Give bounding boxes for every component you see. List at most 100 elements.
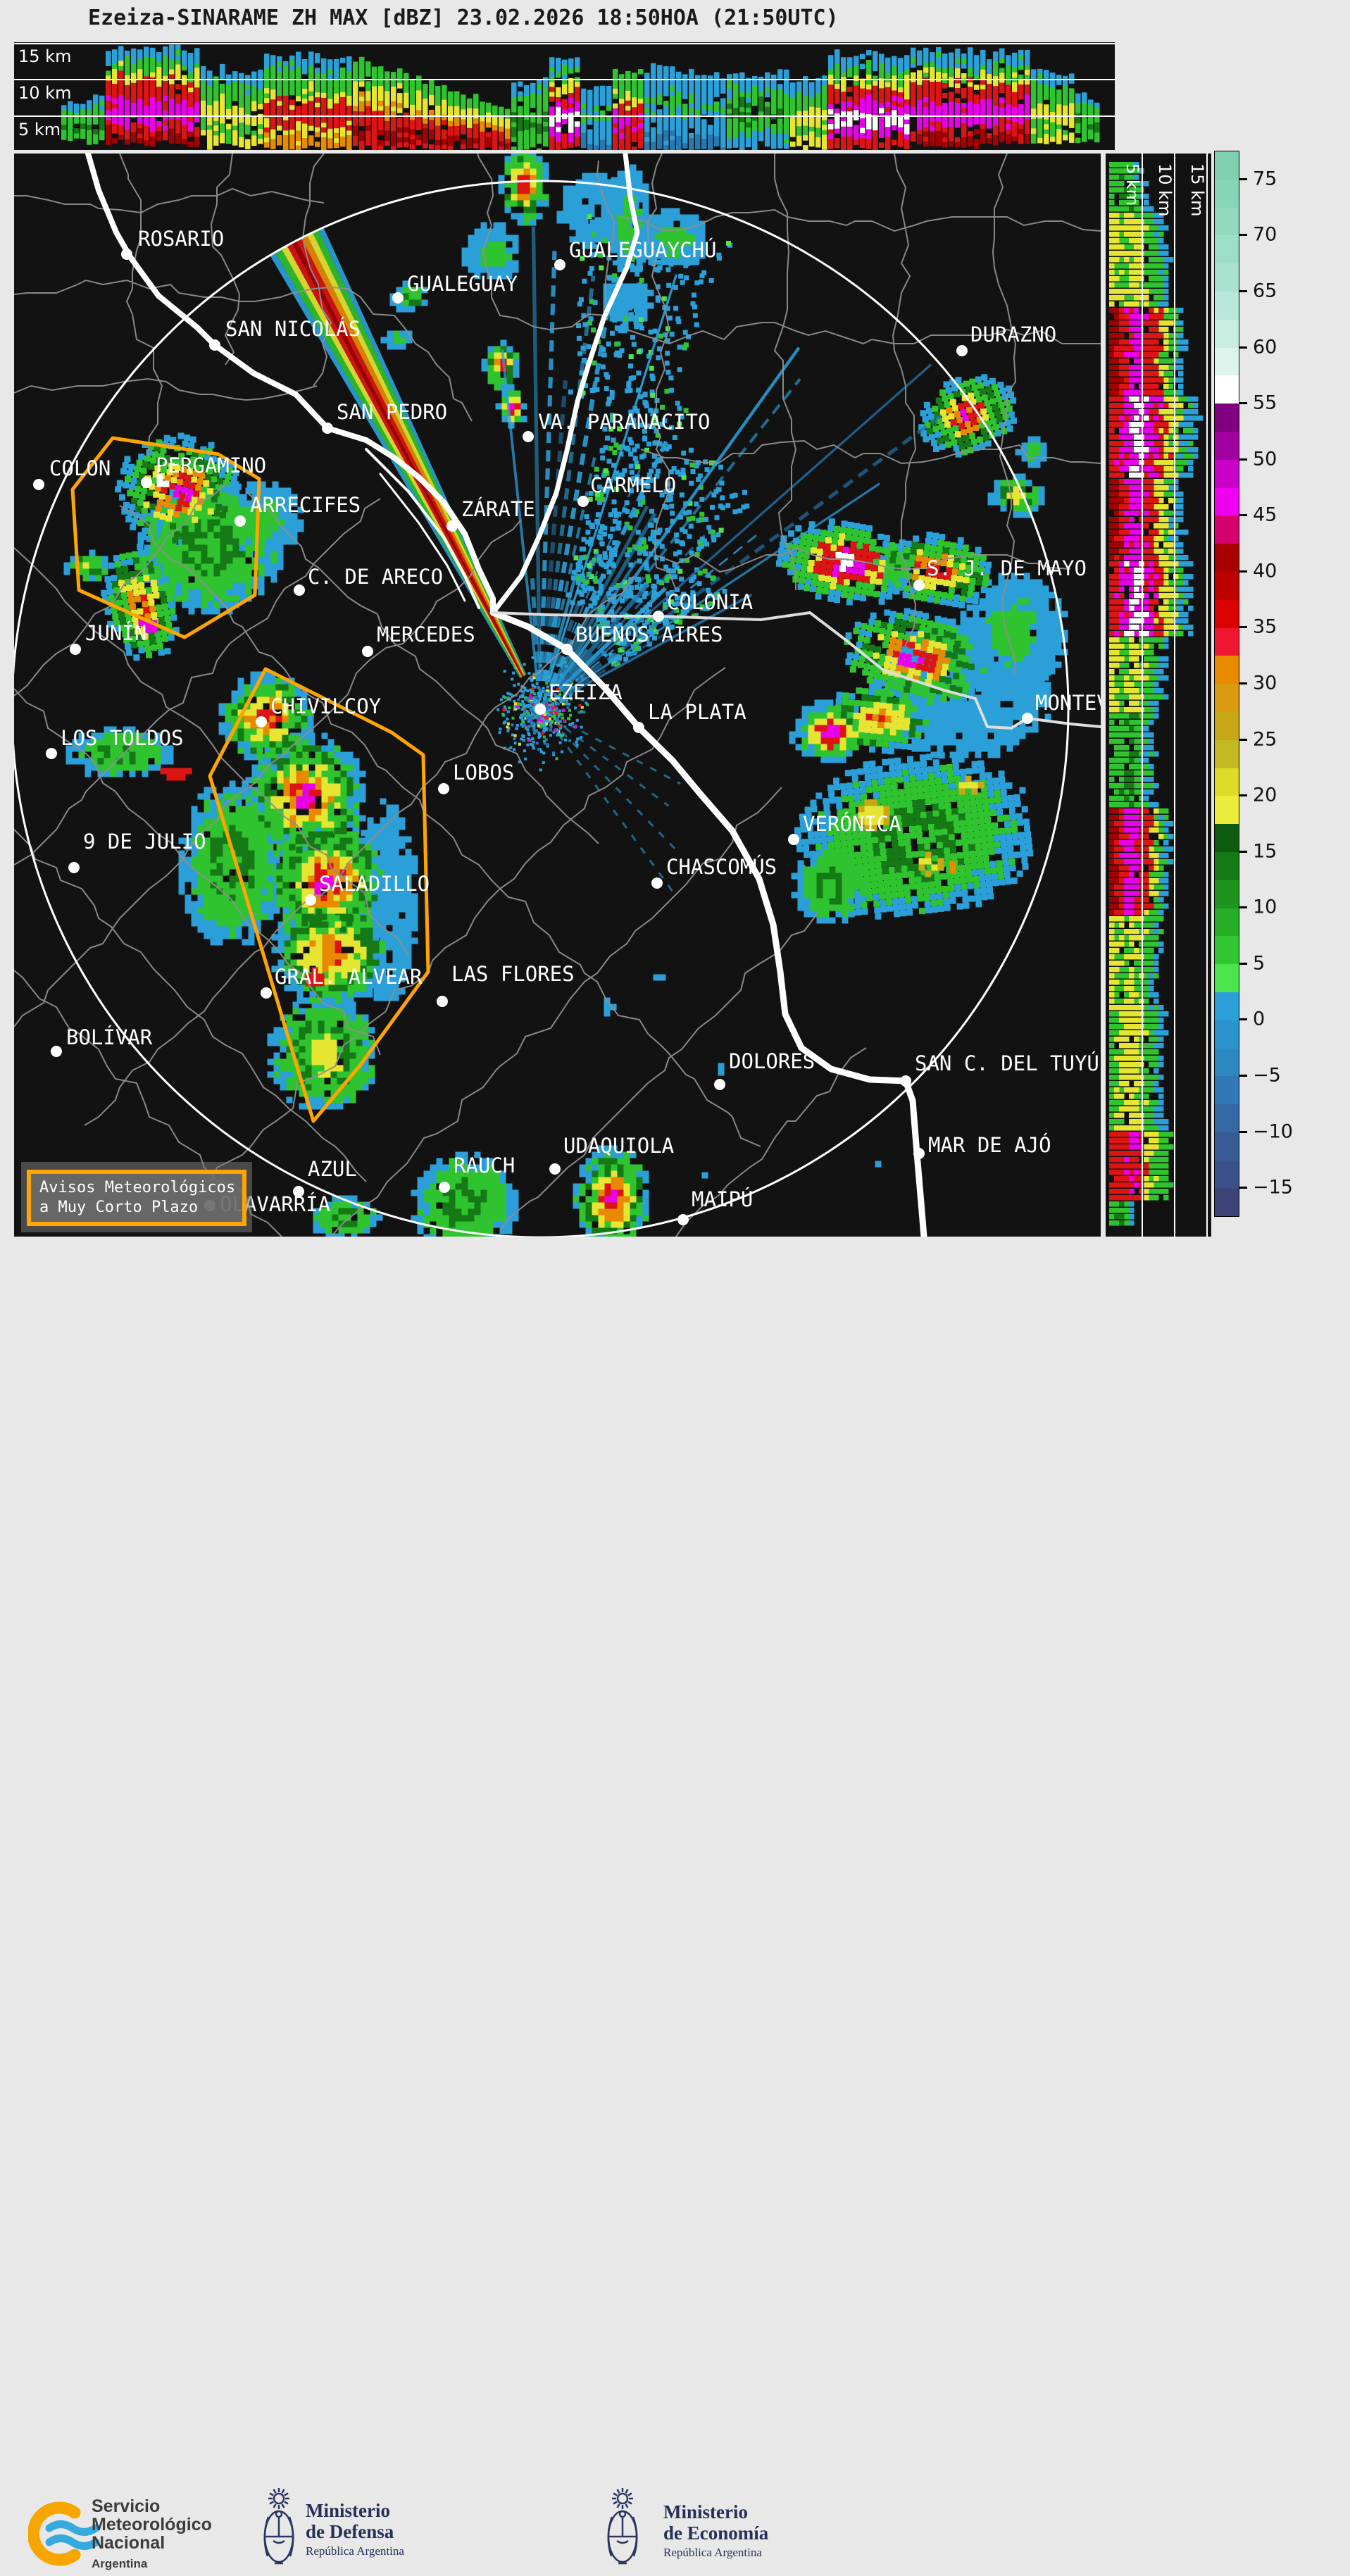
city-marker: BUENOS AIRES (561, 623, 723, 655)
uruguay-coast (492, 611, 1101, 730)
city-dot (322, 423, 333, 434)
city-dot (392, 292, 404, 304)
colorbar-segment (1215, 263, 1239, 292)
radar-spoke (541, 275, 596, 682)
city-marker: COLONIA (653, 590, 753, 622)
city-label: MAR DE AJÓ (928, 1133, 1051, 1157)
colorbar-segment (1215, 179, 1239, 208)
city-dot (677, 1214, 689, 1225)
boundary-line (14, 279, 395, 316)
boundary-line (14, 688, 381, 1056)
city-label: 9 DE JULIO (83, 830, 206, 854)
city-dot (913, 580, 925, 591)
city-marker: MONTEVIDEO (1022, 691, 1101, 724)
city-marker: 9 DE JULIO (68, 830, 206, 873)
city-label: CHASCOMÚS (666, 855, 777, 879)
city-label: GUALEGUAYCHÚ (569, 238, 717, 262)
radar-map-panel: ROSARIO SAN NICOLÁS SAN PEDRO GUALEGUAY GUAL… (14, 154, 1101, 1237)
city-marker: CHASCOMÚS (651, 855, 777, 889)
colorbar-tick-label: 0 (1253, 1008, 1265, 1030)
city-marker: ROSARIO (121, 227, 224, 260)
radar-spoke (560, 363, 932, 692)
city-dot (549, 1163, 561, 1175)
colorbar-segment (1215, 1188, 1239, 1217)
city-dot (294, 584, 305, 596)
city-dot (446, 520, 458, 532)
xsec-pixels (1109, 308, 1174, 1201)
city-marker: S. J. DE MAYO (913, 556, 1087, 591)
economia-sub: República Argentina (663, 2546, 762, 2559)
radar-spoke (545, 558, 582, 682)
city-dot (437, 996, 448, 1007)
city-dot (633, 722, 644, 733)
xsec-pixels (106, 125, 1030, 149)
boundary-line (14, 547, 346, 880)
xsec-pixels (581, 130, 726, 150)
city-dot (956, 345, 968, 356)
colorbar-segment (1215, 235, 1239, 264)
boundary-line (119, 505, 550, 936)
colorbar-segment (1215, 992, 1239, 1020)
boundary-line (654, 546, 1071, 573)
boundary-line (675, 1047, 867, 1237)
colorbar-tick (1239, 570, 1247, 573)
city-dot (70, 644, 81, 655)
boundary-line (84, 575, 635, 1126)
delta-channel (365, 448, 480, 609)
city-label: AZUL (308, 1157, 357, 1181)
beam-stripe (296, 237, 524, 677)
colorbar-tick (1239, 1018, 1247, 1021)
city-marker: MAIPÚ (677, 1187, 753, 1225)
colorbar-segment (1215, 1076, 1239, 1105)
colorbar-tick-label: 10 (1253, 896, 1277, 918)
boundary-line (330, 787, 782, 1237)
smn-sub: Argentina (92, 2557, 148, 2570)
defensa-coat-of-arms-logo (263, 2488, 294, 2565)
city-marker: GUALEGUAY (392, 272, 518, 304)
city-marker: MAR DE AJÓ (913, 1133, 1051, 1159)
city-dot (209, 339, 220, 351)
city-dot (439, 1182, 450, 1193)
radar-spoke (561, 412, 945, 694)
city-dot (554, 259, 565, 270)
colorbar-segment (1215, 375, 1239, 404)
colorbar-tick (1239, 514, 1247, 517)
colorbar-tick (1239, 794, 1247, 797)
city-label: CHIVILCOY (270, 694, 381, 718)
beam-stripe (292, 240, 523, 677)
city-dot (68, 862, 80, 873)
colorbar-segment (1215, 319, 1239, 348)
colorbar-segment (1215, 796, 1239, 825)
city-marker: SAN C. DEL TUYÚ (900, 1051, 1099, 1087)
colorbar-tick-label: 25 (1253, 728, 1277, 751)
boundary-line (119, 154, 163, 457)
warning-polygon-pergamino (70, 436, 261, 639)
colorbar-tick-label: −10 (1253, 1120, 1293, 1143)
colorbar-segment (1215, 824, 1239, 852)
colorbar-tick-label: 70 (1253, 223, 1277, 246)
city-label: MERCEDES (377, 623, 475, 646)
boundary-line (14, 377, 318, 401)
radar-echoes (82, 162, 1026, 1228)
colorbar-tick (1239, 626, 1247, 629)
city-label: DOLORES (729, 1049, 815, 1073)
city-label: GUALEGUAY (407, 272, 518, 296)
city-marker: LOS TOLDOS (46, 726, 184, 759)
colorbar-segment (1215, 291, 1239, 320)
radar-spoke (556, 377, 801, 688)
rio-de-la-plata-coast (489, 609, 927, 1237)
colorbar-segment (1215, 459, 1239, 488)
radar-echoes (70, 154, 1041, 1237)
uruguay-river (490, 154, 640, 615)
economia-line1: Ministerio (663, 2501, 748, 2522)
beam-stripe (287, 242, 523, 677)
boundary-line (992, 154, 1017, 675)
colorbar-segment (1215, 599, 1239, 628)
colorbar-segment (1215, 571, 1239, 600)
radar-spoke (539, 251, 557, 682)
warning-polygons (70, 436, 430, 1123)
colorbar-tick (1239, 1075, 1247, 1077)
city-dot (561, 644, 573, 655)
colorbar-tick (1239, 346, 1247, 349)
height-label: 10 km (1155, 163, 1175, 216)
